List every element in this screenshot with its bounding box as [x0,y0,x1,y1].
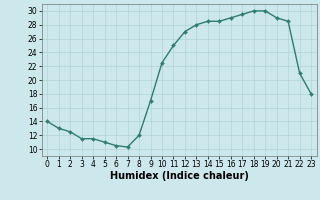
X-axis label: Humidex (Indice chaleur): Humidex (Indice chaleur) [110,171,249,181]
